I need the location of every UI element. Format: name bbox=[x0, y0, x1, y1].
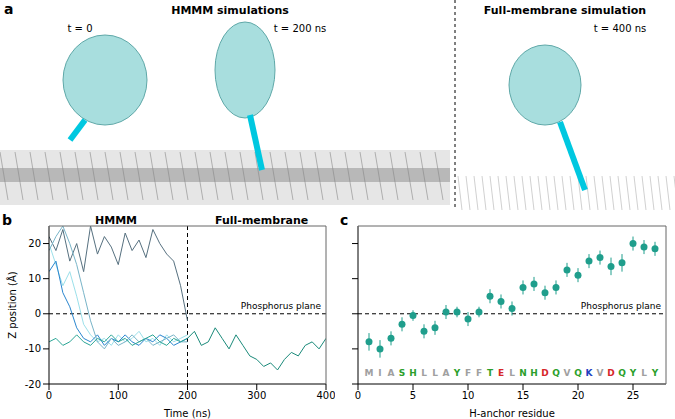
svg-text:L: L bbox=[421, 368, 427, 378]
svg-text:0: 0 bbox=[46, 390, 52, 401]
svg-text:A: A bbox=[388, 368, 395, 378]
svg-text:15: 15 bbox=[517, 390, 530, 401]
svg-text:a: a bbox=[4, 1, 13, 17]
svg-text:Y: Y bbox=[651, 368, 659, 378]
svg-text:H-anchor residue: H-anchor residue bbox=[469, 408, 555, 419]
svg-text:100: 100 bbox=[109, 390, 128, 401]
html-text:HMMM: HMMM bbox=[95, 214, 137, 227]
svg-text:K: K bbox=[586, 368, 594, 378]
svg-text:H: H bbox=[530, 368, 538, 378]
svg-text:Z position (Å): Z position (Å) bbox=[6, 271, 18, 339]
svg-text:10: 10 bbox=[28, 273, 41, 284]
svg-text:Q: Q bbox=[618, 368, 626, 378]
svg-text:V: V bbox=[597, 368, 604, 378]
svg-text:20: 20 bbox=[28, 238, 41, 249]
html-text:Full-membrane: Full-membrane bbox=[215, 214, 309, 227]
svg-text:I: I bbox=[378, 368, 381, 378]
svg-text:20: 20 bbox=[572, 390, 585, 401]
svg-text:E: E bbox=[498, 368, 504, 378]
svg-text:10: 10 bbox=[462, 390, 475, 401]
svg-text:200: 200 bbox=[178, 390, 197, 401]
svg-text:A: A bbox=[443, 368, 450, 378]
svg-text:-20: -20 bbox=[25, 379, 41, 390]
svg-text:25: 25 bbox=[627, 390, 640, 401]
svg-text:400: 400 bbox=[316, 390, 335, 401]
svg-text:300: 300 bbox=[247, 390, 266, 401]
html-text:b: b bbox=[2, 212, 12, 228]
svg-text:5: 5 bbox=[410, 390, 416, 401]
svg-text:Q: Q bbox=[574, 368, 582, 378]
html-text:c: c bbox=[340, 212, 349, 228]
svg-text:D: D bbox=[541, 368, 548, 378]
svg-text:t = 200 ns: t = 200 ns bbox=[274, 23, 326, 34]
svg-text:Phosphorus plane: Phosphorus plane bbox=[581, 301, 662, 311]
svg-text:Phosphorus plane: Phosphorus plane bbox=[241, 301, 322, 311]
svg-text:H: H bbox=[409, 368, 417, 378]
svg-text:L: L bbox=[509, 368, 515, 378]
svg-text:Full-membrane simulation: Full-membrane simulation bbox=[484, 4, 646, 17]
svg-text:0: 0 bbox=[35, 308, 41, 319]
svg-text:L: L bbox=[432, 368, 438, 378]
svg-text:M: M bbox=[365, 368, 374, 378]
svg-text:F: F bbox=[465, 368, 471, 378]
svg-text:t = 0: t = 0 bbox=[67, 23, 92, 34]
svg-text:-10: -10 bbox=[25, 343, 41, 354]
svg-text:F: F bbox=[476, 368, 482, 378]
svg-text:Q: Q bbox=[552, 368, 560, 378]
svg-text:T: T bbox=[487, 368, 494, 378]
svg-text:Y: Y bbox=[453, 368, 461, 378]
svg-text:0: 0 bbox=[355, 390, 361, 401]
svg-text:S: S bbox=[399, 368, 405, 378]
svg-text:t = 400 ns: t = 400 ns bbox=[594, 23, 646, 34]
svg-text:HMMM simulations: HMMM simulations bbox=[171, 4, 289, 17]
svg-text:L: L bbox=[641, 368, 647, 378]
svg-text:V: V bbox=[564, 368, 571, 378]
svg-text:Time (ns): Time (ns) bbox=[163, 408, 211, 419]
svg-text:D: D bbox=[607, 368, 614, 378]
svg-text:Y: Y bbox=[629, 368, 637, 378]
svg-text:N: N bbox=[519, 368, 527, 378]
